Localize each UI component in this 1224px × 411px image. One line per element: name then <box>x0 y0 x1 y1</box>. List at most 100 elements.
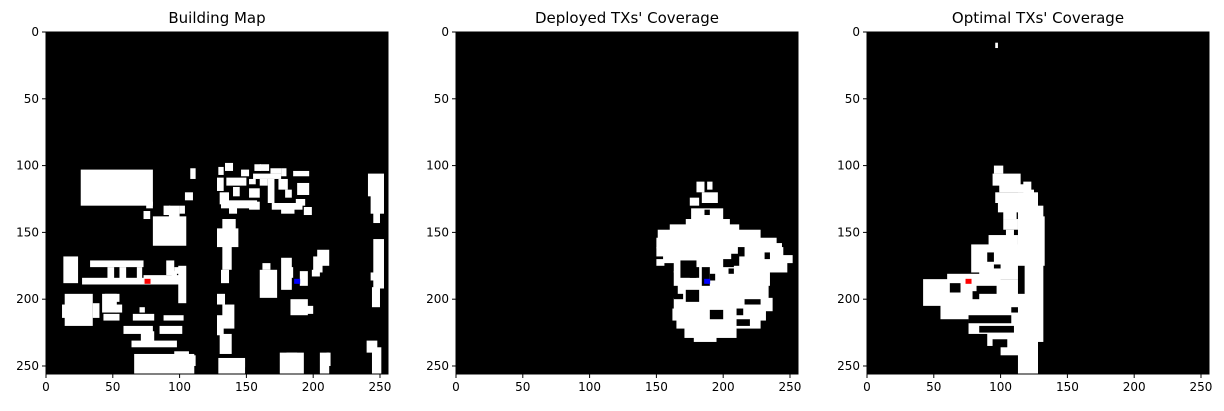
white-region <box>366 340 378 353</box>
white-region <box>669 224 740 233</box>
white-region <box>174 351 189 358</box>
x-tick-label: 200 <box>712 380 735 394</box>
y-tick-label: 50 <box>845 92 860 106</box>
white-region <box>367 173 384 197</box>
white-region <box>131 340 177 348</box>
black-region <box>764 252 770 260</box>
panel-optimal-coverage: Optimal TXs' Coverage 0 50 100 150 200 250050… <box>837 9 1212 394</box>
white-region <box>159 325 183 334</box>
black-region <box>992 339 1008 348</box>
white-region <box>226 177 247 186</box>
white-region <box>103 313 120 321</box>
white-region <box>290 299 308 316</box>
black-region <box>949 283 961 293</box>
white-region <box>373 212 380 224</box>
white-region <box>773 243 782 250</box>
white-region <box>297 182 310 195</box>
black-region <box>744 299 761 305</box>
y-tick-label: 0 <box>852 25 860 39</box>
white-region <box>371 347 382 374</box>
black-region <box>723 259 734 268</box>
white-region <box>992 173 1021 186</box>
white-region <box>657 229 761 240</box>
white-region <box>82 277 144 285</box>
white-region <box>299 271 308 286</box>
y-tick-label: 250 <box>16 359 39 373</box>
x-tick-label: 0 <box>863 380 871 394</box>
white-region <box>234 359 246 368</box>
white-region <box>140 331 155 342</box>
white-region <box>222 219 236 230</box>
y-tick-label: 50 <box>434 92 449 106</box>
white-region <box>259 178 268 186</box>
white-region <box>373 239 384 289</box>
x-tick-label: 50 <box>105 380 120 394</box>
y-tick-label: 50 <box>24 92 39 106</box>
panel-title: Optimal TXs' Coverage <box>952 9 1124 27</box>
white-region <box>104 293 120 302</box>
black-region <box>709 309 724 320</box>
x-tick-label: 0 <box>452 380 460 394</box>
panel-title: Deployed TXs' Coverage <box>535 9 719 27</box>
white-region <box>281 207 295 214</box>
white-region <box>249 188 260 198</box>
white-region <box>163 315 184 321</box>
y-tick-label: 250 <box>837 359 860 373</box>
axes-frame <box>45 31 389 375</box>
white-region <box>188 355 196 366</box>
white-region <box>219 192 230 205</box>
white-region <box>152 216 187 246</box>
white-region <box>1003 219 1018 230</box>
white-region <box>319 352 330 374</box>
white-region <box>107 267 115 281</box>
y-tick-label: 250 <box>426 359 449 373</box>
white-region <box>689 197 700 206</box>
white-region <box>1005 229 1014 237</box>
white-region <box>267 178 275 203</box>
white-region <box>229 205 238 214</box>
x-tick-label: 0 <box>42 380 50 394</box>
white-region <box>217 177 224 191</box>
white-region <box>677 281 769 300</box>
white-region <box>303 207 312 216</box>
white-region <box>303 305 314 314</box>
white-region <box>262 263 271 270</box>
white-region <box>249 178 256 185</box>
white-region <box>656 237 777 249</box>
x-tick-label: 200 <box>302 380 325 394</box>
white-region <box>63 256 79 284</box>
white-region <box>999 184 1029 193</box>
white-region <box>143 275 180 285</box>
y-tick-label: 200 <box>426 292 449 306</box>
axes-frame <box>866 31 1210 375</box>
panel-title: Building Map <box>168 9 265 27</box>
white-region <box>218 166 224 175</box>
white-region <box>701 192 718 203</box>
y-tick-label: 100 <box>426 159 449 173</box>
x-tick-label: 250 <box>1190 380 1213 394</box>
black-region <box>1011 307 1018 313</box>
white-region <box>217 293 226 305</box>
white-region <box>221 269 230 284</box>
white-region <box>285 189 292 198</box>
white-region <box>92 303 100 318</box>
white-region <box>326 352 331 366</box>
white-region <box>940 299 1041 320</box>
black-region <box>673 293 684 300</box>
y-tick-label: 200 <box>837 292 860 306</box>
white-region <box>253 173 282 179</box>
x-tick-label: 50 <box>926 380 941 394</box>
white-region <box>225 162 234 171</box>
white-region <box>286 267 294 278</box>
black-region <box>979 325 1014 333</box>
black-region <box>972 291 980 300</box>
white-region <box>707 181 713 190</box>
white-region <box>278 178 288 190</box>
white-region <box>174 267 181 274</box>
y-tick-label: 100 <box>16 159 39 173</box>
y-tick-label: 200 <box>16 292 39 306</box>
y-tick-label: 100 <box>837 159 860 173</box>
x-tick-label: 200 <box>1123 380 1146 394</box>
black-region <box>737 247 745 257</box>
white-region <box>259 269 278 298</box>
